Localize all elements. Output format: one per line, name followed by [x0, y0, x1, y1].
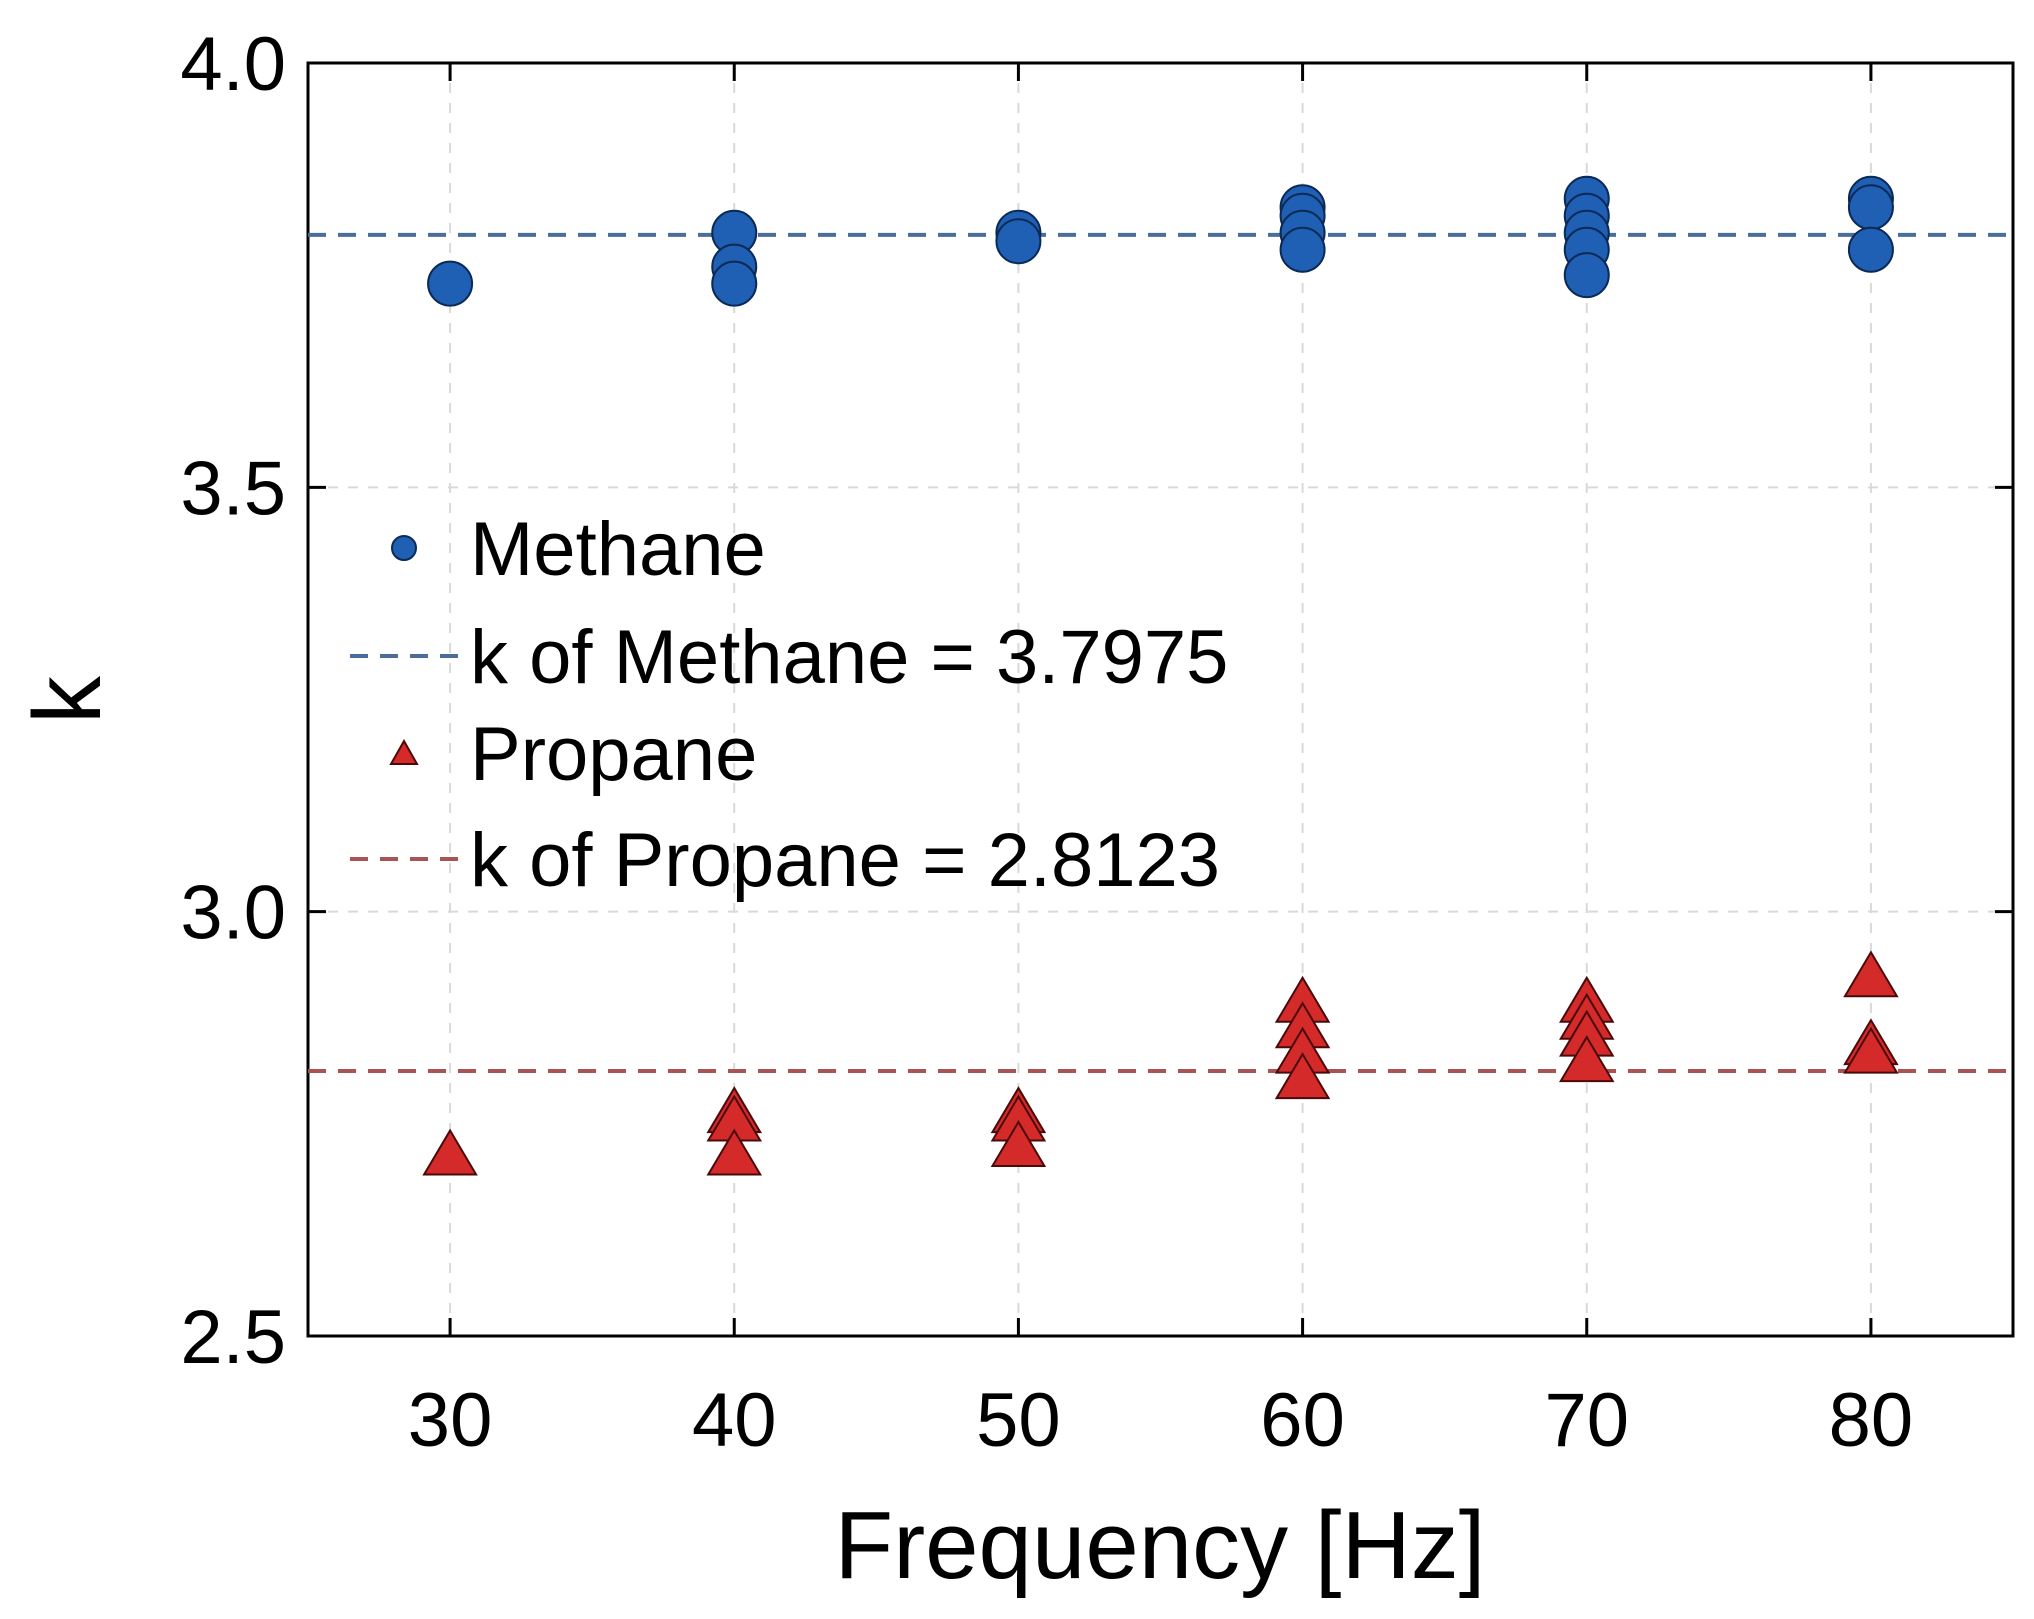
- methane-point: [1847, 226, 1894, 273]
- y-tick-label: 3.5: [180, 446, 286, 531]
- x-tick-label: 40: [692, 1378, 777, 1463]
- legend-marker-methane: [391, 535, 417, 561]
- x-tick-label: 70: [1544, 1378, 1629, 1463]
- propane-point: [990, 1120, 1047, 1168]
- reference-lines: [308, 232, 2013, 1073]
- y-tick-label: 2.5: [180, 1295, 286, 1380]
- propane-point: [1843, 950, 1899, 998]
- propane-point: [1274, 1052, 1331, 1100]
- data-points: [422, 175, 1899, 1176]
- legend: Methane k of Methane = 3.7975 Propane k …: [350, 507, 1228, 903]
- methane-point: [1847, 184, 1894, 231]
- x-tick-label: 60: [1260, 1378, 1345, 1463]
- propane-point: [1843, 1026, 1899, 1074]
- x-axis-title: Frequency [Hz]: [835, 1492, 1486, 1599]
- propane-point: [422, 1128, 478, 1176]
- methane-point: [427, 260, 474, 307]
- y-tick-label: 4.0: [180, 22, 286, 107]
- legend-marker-propane: [389, 738, 419, 765]
- propane-point: [706, 1128, 763, 1176]
- propane-point: [1558, 1035, 1615, 1083]
- legend-label-methane-k: k of Methane = 3.7975: [470, 615, 1228, 700]
- x-tick-label: 50: [976, 1378, 1061, 1463]
- legend-label-propane-k: k of Propane = 2.8123: [470, 818, 1220, 903]
- y-tick-label: 3.0: [180, 871, 286, 956]
- axis-ticks: 30 40 50 60 70 80 2.5 3.0 3.5 4.0: [180, 22, 2013, 1463]
- legend-label-propane: Propane: [470, 712, 757, 797]
- x-tick-label: 80: [1829, 1378, 1914, 1463]
- legend-label-methane: Methane: [470, 507, 766, 592]
- x-tick-label: 30: [408, 1378, 493, 1463]
- methane-point: [1279, 226, 1326, 273]
- methane-point: [995, 218, 1042, 265]
- methane-point: [1563, 252, 1610, 299]
- y-axis-title: k: [14, 675, 121, 724]
- plot-area-frame: [306, 61, 2015, 1338]
- methane-point: [711, 260, 758, 307]
